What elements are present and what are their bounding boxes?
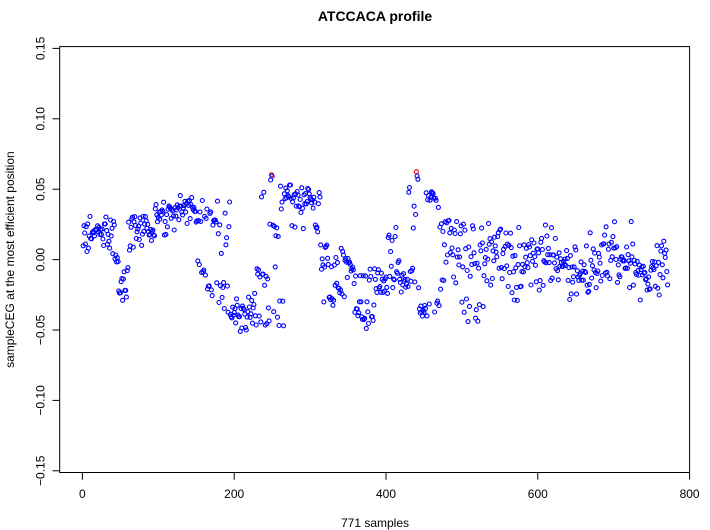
svg-text:−0.15: −0.15 [34,455,48,486]
svg-text:−0.10: −0.10 [34,385,48,416]
svg-text:600: 600 [528,487,548,501]
svg-text:0.10: 0.10 [34,107,48,131]
svg-text:ATCCACA profile: ATCCACA profile [318,8,433,24]
svg-text:800: 800 [680,487,700,501]
svg-text:200: 200 [224,487,244,501]
svg-text:0.00: 0.00 [34,248,48,272]
svg-text:0.15: 0.15 [34,36,48,60]
svg-text:0.05: 0.05 [34,177,48,201]
svg-text:0: 0 [79,487,86,501]
svg-text:400: 400 [376,487,396,501]
svg-text:−0.05: −0.05 [34,314,48,345]
svg-text:sampleCEG at the most efficien: sampleCEG at the most efficient position [3,151,17,368]
svg-text:771 samples: 771 samples [341,516,409,530]
